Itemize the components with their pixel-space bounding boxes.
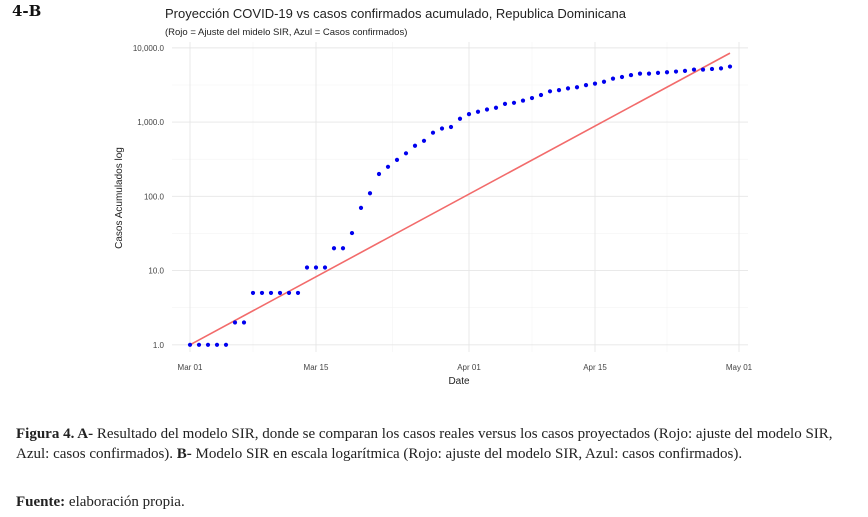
x-tick-label: Mar 15 bbox=[304, 363, 329, 372]
confirmed-points-layer bbox=[187, 64, 733, 347]
confirmed-case-point bbox=[322, 265, 328, 270]
confirmed-case-point bbox=[187, 342, 193, 347]
chart-subtitle: (Rojo = Ajuste del midelo SIR, Azul = Ca… bbox=[165, 27, 407, 38]
confirmed-case-point bbox=[709, 66, 715, 72]
confirmed-case-point bbox=[340, 246, 346, 251]
confirmed-case-point bbox=[520, 98, 526, 103]
confirmed-case-point bbox=[664, 70, 670, 75]
confirmed-case-point bbox=[376, 171, 382, 177]
confirmed-case-point bbox=[457, 116, 463, 121]
confirmed-case-point bbox=[529, 95, 535, 101]
confirmed-case-point bbox=[232, 320, 238, 325]
y-axis-label: Casos Acumulados log bbox=[114, 147, 125, 249]
confirmed-case-point bbox=[556, 87, 562, 93]
confirmed-case-point bbox=[547, 89, 553, 94]
confirmed-case-point bbox=[214, 342, 220, 347]
confirmed-case-point bbox=[691, 67, 697, 72]
x-tick-label: Apr 15 bbox=[583, 363, 607, 372]
confirmed-case-point bbox=[313, 265, 319, 270]
x-tick-label: Mar 01 bbox=[178, 363, 203, 372]
confirmed-case-point bbox=[286, 290, 292, 296]
confirmed-case-point bbox=[628, 72, 634, 78]
confirmed-case-point bbox=[358, 205, 364, 210]
confirmed-case-point bbox=[205, 342, 211, 347]
sir-fit-line bbox=[189, 52, 731, 346]
confirmed-case-point bbox=[331, 246, 337, 251]
confirmed-case-point bbox=[277, 290, 283, 296]
confirmed-case-point bbox=[727, 64, 733, 69]
confirmed-case-point bbox=[619, 74, 625, 80]
y-tick-label: 1,000.0 bbox=[137, 118, 164, 127]
confirmed-case-point bbox=[511, 100, 517, 105]
confirmed-case-point bbox=[610, 76, 616, 81]
confirmed-case-point bbox=[655, 70, 661, 76]
source-text: elaboración propia. bbox=[65, 494, 185, 510]
source-label: Fuente: bbox=[16, 494, 66, 510]
panel-label: 4-B bbox=[12, 2, 42, 20]
confirmed-case-point bbox=[466, 112, 472, 117]
confirmed-case-point bbox=[718, 66, 724, 71]
confirmed-case-point bbox=[700, 67, 706, 72]
chart: Proyección COVID-19 vs casos confirmados… bbox=[114, 6, 753, 387]
confirmed-case-point bbox=[259, 290, 265, 296]
y-tick-label: 10.0 bbox=[148, 267, 164, 276]
x-axis-ticks: Mar 01 Mar 15 Apr 01 Apr 15 May 01 bbox=[178, 363, 753, 372]
confirmed-case-point bbox=[385, 164, 391, 169]
y-tick-label: 1.0 bbox=[153, 341, 165, 350]
confirmed-case-point bbox=[637, 71, 643, 76]
confirmed-case-point bbox=[601, 79, 607, 84]
caption-label-b: B- bbox=[176, 446, 192, 462]
caption-text-b: Modelo SIR en escala logarítmica (Rojo: … bbox=[191, 446, 743, 462]
confirmed-case-point bbox=[646, 71, 652, 76]
confirmed-case-point bbox=[241, 320, 247, 325]
confirmed-case-point bbox=[394, 157, 400, 162]
confirmed-case-point bbox=[493, 105, 499, 110]
figure-caption: Figura 4. A- Resultado del modelo SIR, d… bbox=[16, 424, 846, 464]
confirmed-case-point bbox=[502, 101, 508, 106]
confirmed-case-point bbox=[304, 265, 310, 270]
caption-label: Figura 4. A- bbox=[16, 426, 94, 442]
confirmed-case-point bbox=[538, 92, 544, 98]
confirmed-case-point bbox=[448, 124, 454, 130]
confirmed-case-point bbox=[268, 290, 274, 296]
grid bbox=[172, 42, 748, 352]
confirmed-case-point bbox=[250, 290, 256, 296]
y-axis-ticks: 1.0 10.0 100.0 1,000.0 10,000.0 bbox=[133, 44, 165, 350]
x-tick-label: Apr 01 bbox=[457, 363, 481, 372]
confirmed-case-point bbox=[565, 86, 571, 91]
confirmed-case-point bbox=[412, 143, 418, 148]
confirmed-case-point bbox=[592, 81, 598, 86]
sir-fit-line-layer bbox=[189, 52, 731, 346]
y-tick-label: 10,000.0 bbox=[133, 44, 165, 53]
confirmed-case-point bbox=[673, 69, 679, 74]
confirmed-case-point bbox=[583, 83, 589, 88]
confirmed-case-point bbox=[349, 230, 355, 236]
y-tick-label: 100.0 bbox=[144, 192, 165, 201]
confirmed-case-point bbox=[403, 151, 409, 156]
confirmed-case-point bbox=[574, 85, 580, 90]
confirmed-case-point bbox=[682, 68, 688, 73]
confirmed-case-point bbox=[430, 130, 436, 135]
confirmed-case-point bbox=[439, 126, 445, 131]
caption-text-a: Resultado del modelo SIR, donde se compa… bbox=[16, 426, 833, 462]
chart-title: Proyección COVID-19 vs casos confirmados… bbox=[165, 6, 627, 21]
confirmed-case-point bbox=[196, 342, 202, 347]
confirmed-case-point bbox=[367, 191, 373, 196]
confirmed-case-point bbox=[421, 138, 427, 143]
source-note: Fuente: elaboración propia. bbox=[16, 494, 185, 511]
confirmed-case-point bbox=[223, 342, 229, 347]
x-tick-label: May 01 bbox=[726, 363, 753, 372]
confirmed-case-point bbox=[484, 107, 490, 112]
confirmed-case-point bbox=[295, 290, 301, 296]
confirmed-case-point bbox=[475, 109, 481, 114]
x-axis-label: Date bbox=[448, 376, 470, 387]
